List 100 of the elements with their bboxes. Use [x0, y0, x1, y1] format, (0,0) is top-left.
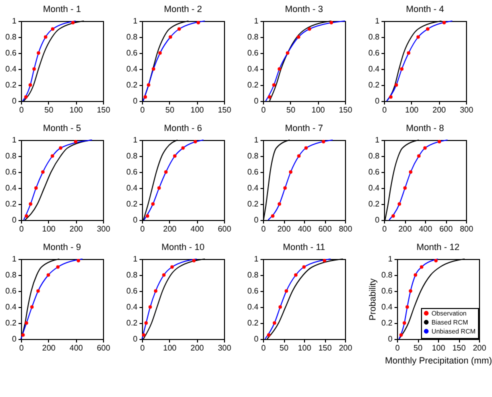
- x-tick-label: 0: [395, 344, 400, 352]
- point: [76, 258, 80, 262]
- point: [391, 214, 395, 218]
- point: [24, 321, 28, 325]
- y-tick-label: 0.8: [247, 32, 260, 42]
- y-tick-label: 0.8: [126, 152, 138, 160]
- point: [308, 27, 312, 31]
- x-tick-label: 100: [42, 224, 56, 234]
- y-tick-label: 0: [254, 96, 260, 106]
- point: [394, 83, 398, 87]
- x-tick-label: 50: [280, 344, 289, 352]
- point: [403, 186, 407, 190]
- point: [194, 140, 198, 144]
- point: [154, 289, 158, 293]
- x-tick-label: 100: [163, 344, 178, 352]
- point: [304, 146, 308, 150]
- chart-title: Month - 7: [284, 123, 324, 133]
- y-tick-label: 0.6: [5, 286, 18, 296]
- y-tick-label: 0.6: [247, 286, 260, 296]
- x-tick-label: 400: [190, 224, 204, 234]
- point: [302, 265, 306, 269]
- y-tick-label: 0.6: [368, 168, 380, 176]
- x-tick-label: 600: [218, 224, 232, 234]
- point: [389, 95, 393, 99]
- y-tick-label: 0.8: [368, 152, 380, 160]
- y-tick-label: 0.4: [247, 184, 260, 192]
- y-tick-label: 1: [12, 254, 18, 264]
- x-tick-label: 50: [414, 344, 423, 352]
- x-tick-label: 200: [398, 224, 412, 234]
- point: [288, 170, 292, 174]
- y-tick-label: 0.2: [5, 80, 18, 90]
- point: [400, 67, 404, 71]
- point: [164, 170, 168, 174]
- point: [414, 273, 418, 277]
- y-tick-label: 1: [12, 136, 18, 144]
- point: [46, 273, 50, 277]
- chart-title: Month - 4: [406, 4, 444, 14]
- chart-title: Month - 3: [284, 4, 324, 14]
- y-tick-label: 0.6: [126, 48, 138, 58]
- x-tick-label: 100: [298, 344, 312, 352]
- line-series: [20, 258, 83, 340]
- y-tick-label: 0.4: [126, 184, 138, 192]
- x-tick-label: 0: [19, 344, 24, 352]
- point: [442, 20, 446, 24]
- point: [144, 95, 148, 99]
- x-tick-label: 200: [472, 344, 487, 352]
- y-tick-label: 0: [388, 334, 394, 344]
- x-tick-label: 50: [165, 106, 175, 114]
- point: [278, 202, 282, 206]
- y-tick-label: 0.2: [126, 200, 138, 208]
- x-tick-label: 150: [318, 344, 332, 352]
- x-tick-label: 600: [318, 224, 332, 234]
- y-tick-label: 0.4: [5, 64, 18, 74]
- point: [36, 51, 40, 55]
- x-tick-label: 400: [69, 344, 84, 352]
- line-series: [264, 258, 332, 340]
- line-series: [268, 140, 334, 220]
- x-tick-label: 50: [286, 106, 296, 114]
- x-tick-label: 0: [261, 106, 266, 114]
- y-tick-label: 0.2: [368, 200, 380, 208]
- point: [420, 265, 424, 269]
- y-tick-label: 0: [12, 216, 18, 224]
- point: [267, 333, 270, 337]
- y-tick-label: 1: [133, 254, 138, 264]
- point: [56, 265, 60, 269]
- y-tick-label: 0.2: [368, 80, 380, 90]
- y-tick-label: 0.2: [126, 318, 138, 328]
- x-tick-label: 0: [261, 224, 266, 234]
- x-tick-label: 100: [69, 106, 84, 114]
- x-tick-label: 800: [338, 224, 353, 234]
- y-tick-label: 1: [12, 16, 18, 26]
- y-tick-label: 0.4: [381, 302, 394, 312]
- point: [28, 202, 32, 206]
- line-series: [266, 258, 344, 340]
- point: [284, 289, 288, 293]
- y-tick-label: 0.6: [247, 168, 260, 176]
- x-tick-label: 300: [460, 106, 474, 114]
- point: [192, 258, 196, 262]
- y-tick-label: 0.8: [5, 152, 18, 160]
- point: [399, 333, 403, 337]
- y-tick-label: 0.2: [5, 200, 18, 208]
- x-tick-label: 0: [140, 224, 146, 234]
- y-tick-label: 0.2: [247, 80, 260, 90]
- chart-title: Month - 6: [164, 123, 202, 133]
- point: [146, 214, 150, 218]
- point: [322, 258, 326, 262]
- point: [21, 333, 25, 337]
- point: [286, 51, 290, 55]
- x-tick-label: 100: [190, 106, 204, 114]
- y-tick-label: 0.4: [368, 184, 380, 192]
- point: [168, 35, 172, 39]
- y-tick-label: 0.6: [126, 168, 138, 176]
- y-tick-label: 1: [133, 16, 138, 26]
- y-tick-label: 0: [12, 96, 18, 106]
- x-tick-label: 150: [218, 106, 232, 114]
- y-tick-label: 0.4: [126, 302, 138, 312]
- point: [173, 154, 177, 158]
- chart-title: Month - 11: [282, 242, 326, 252]
- chart-title: Month - 9: [42, 242, 82, 252]
- y-tick-label: 0.4: [5, 184, 18, 192]
